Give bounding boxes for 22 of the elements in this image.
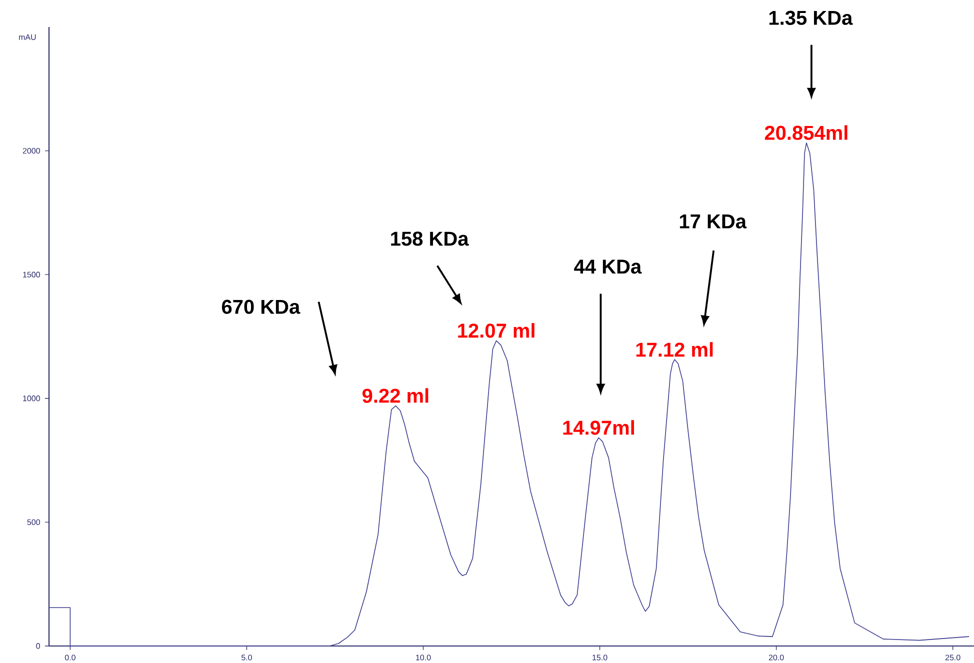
y-tick-label: 0 [36,643,40,649]
y-tick-label: 500 [27,519,40,526]
annotation: 20.854ml [764,125,848,140]
x-tick-label: 5.0 [241,654,252,660]
x-tick-label: 15.0 [592,654,608,660]
x-tick-label: 25.0 [945,654,960,660]
y-tick-label: 1000 [23,396,40,402]
y-axis-title: mAU [19,34,36,40]
annotation: 9.22 ml [362,388,428,403]
x-tick-label: 0.0 [64,654,76,660]
x-tick-label: 10.0 [416,654,431,660]
x-tick-label: 20.0 [768,654,784,660]
annotation: 12.07 ml [458,323,534,338]
annotation: 44 KDa [574,260,642,274]
text: 1.35 KDa [769,10,853,25]
annotation: 17.12 ml [636,342,713,357]
annotation: 158 KDa [391,232,469,246]
y-tick-label: 2000 [22,148,40,154]
annotation: 17 KDa [680,214,747,228]
annotation: 14.97ml [563,420,634,435]
y-tick-label: 1500 [23,272,40,278]
annotation: 670 KDa [222,300,300,314]
